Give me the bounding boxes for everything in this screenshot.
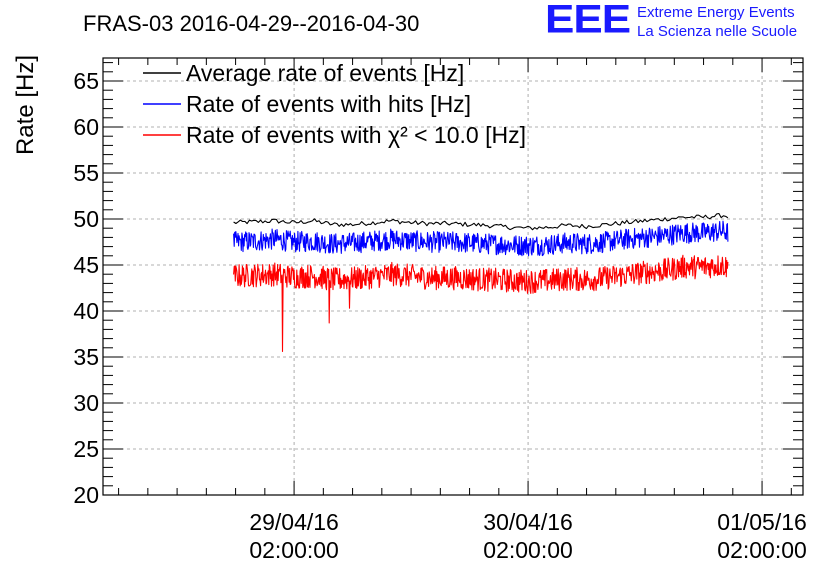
legend: Average rate of events [Hz] Rate of event… [143, 60, 526, 148]
y-tick-label: 20 [73, 482, 99, 508]
project-name-line1: Extreme Energy Events [637, 4, 795, 21]
eee-logo: EEE [545, 0, 631, 42]
plot-frame [102, 57, 804, 496]
y-tick-labels: 20 25 30 35 40 45 50 55 60 65 [73, 68, 99, 508]
chart-title: FRAS-03 2016-04-29--2016-04-30 [83, 11, 420, 36]
legend-label-1: Rate of events with hits [Hz] [186, 91, 471, 117]
x-tick-label-date: 29/04/16 [249, 509, 339, 535]
legend-label-0: Average rate of events [Hz] [186, 60, 464, 86]
y-tick-label: 55 [73, 160, 99, 186]
x-tick-label-date: 30/04/16 [483, 509, 573, 535]
series-line-1 [233, 220, 729, 257]
x-tick-label-time: 02:00:00 [483, 537, 573, 563]
y-tick-label: 35 [73, 344, 99, 370]
legend-label-2: Rate of events with χ² < 10.0 [Hz] [186, 122, 526, 148]
y-tick-label: 50 [73, 206, 99, 232]
data-series [233, 212, 729, 353]
x-tick-label-date: 01/05/16 [717, 509, 807, 535]
x-tick-label-time: 02:00:00 [717, 537, 807, 563]
x-tick-labels: 29/04/1602:00:0030/04/1602:00:0001/05/16… [249, 509, 806, 563]
y-axis-label: Rate [Hz] [12, 55, 39, 155]
y-tick-label: 65 [73, 68, 99, 94]
y-tick-label: 40 [73, 298, 99, 324]
y-tick-label: 25 [73, 436, 99, 462]
axis-ticks [103, 58, 803, 496]
series-line-0 [233, 212, 729, 231]
series-line-2 [233, 254, 729, 353]
y-tick-label: 60 [73, 114, 99, 140]
y-tick-label: 45 [73, 252, 99, 278]
x-tick-label-time: 02:00:00 [249, 537, 339, 563]
project-name-line2: La Scienza nelle Scuole [637, 23, 798, 40]
y-tick-label: 30 [73, 390, 99, 416]
